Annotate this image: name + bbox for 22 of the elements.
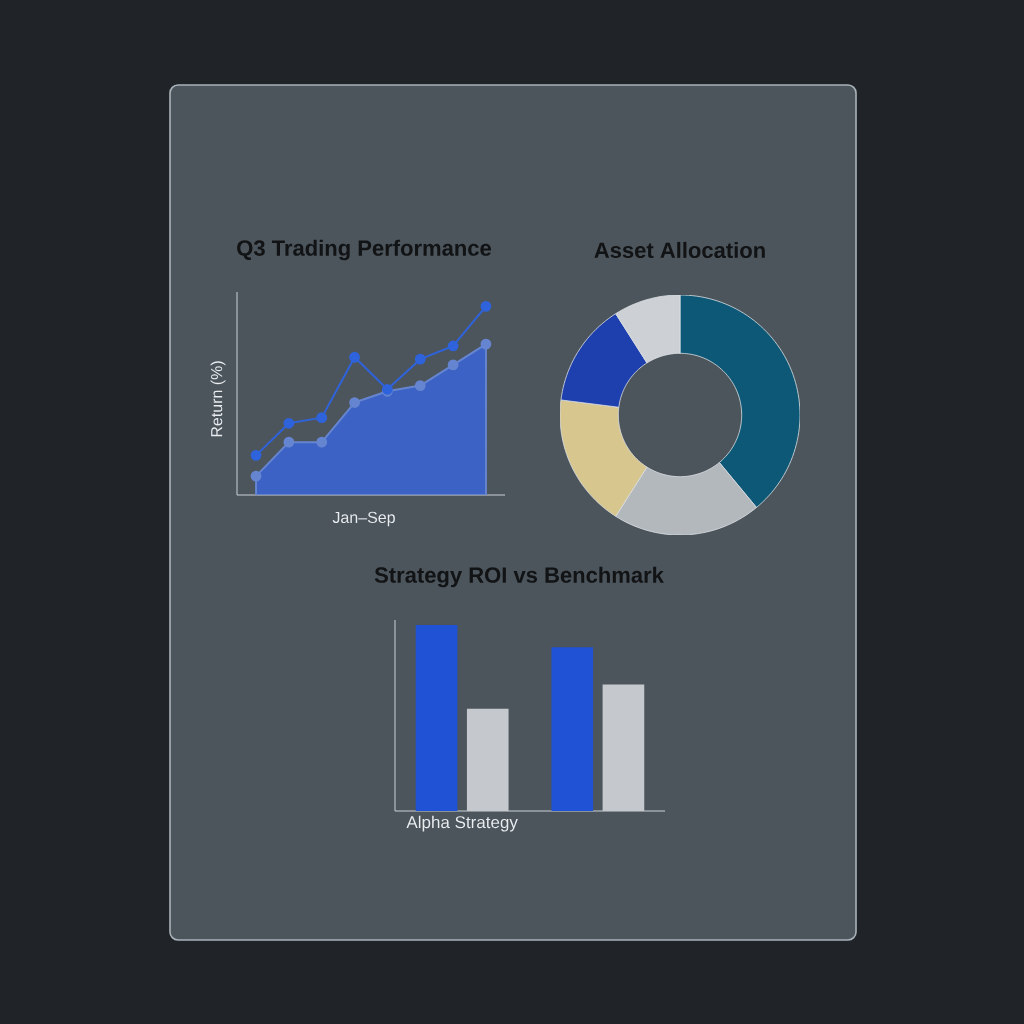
chart-title: Asset Allocation (594, 241, 765, 259)
point (414, 353, 426, 365)
point (250, 470, 262, 482)
x-axis-title: Jan–Sep (332, 511, 395, 527)
chart-title: Q3 Trading Performance (237, 239, 492, 261)
y-axis-title: Return (%) (210, 361, 226, 437)
bar (551, 647, 594, 811)
point (447, 359, 459, 371)
x-tick-label: Alpha Strategy (406, 815, 518, 832)
point (349, 397, 360, 408)
point (283, 436, 295, 448)
bar (415, 625, 458, 811)
point (316, 436, 328, 448)
point (480, 300, 492, 312)
point (349, 351, 360, 363)
point (283, 417, 295, 429)
point (447, 340, 459, 352)
point (316, 412, 328, 424)
chart-title: Strategy ROI vs Benchmark (374, 566, 664, 588)
point (414, 380, 426, 391)
point (250, 449, 262, 461)
point (480, 338, 492, 350)
